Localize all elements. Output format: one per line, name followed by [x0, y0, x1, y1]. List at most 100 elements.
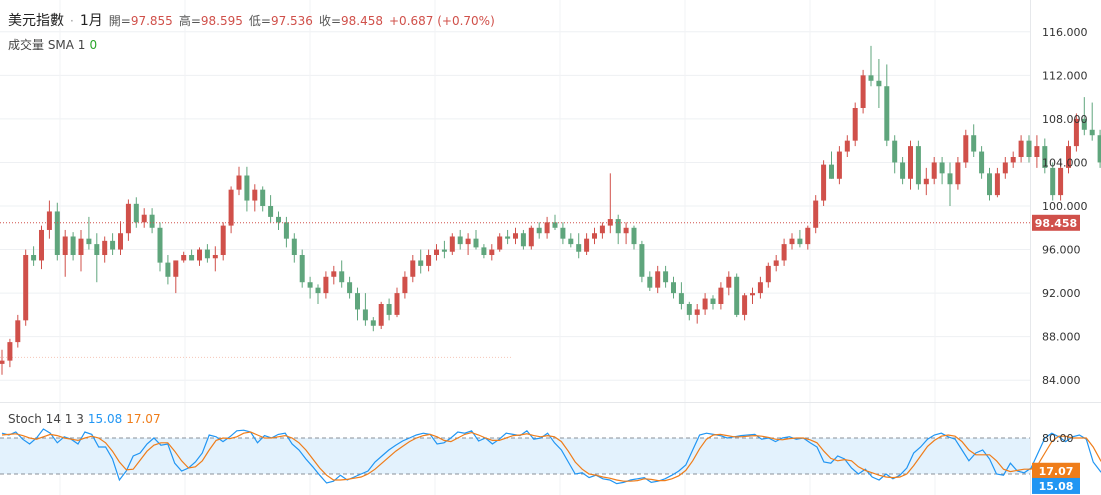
candle-body [220, 225, 226, 255]
candle [110, 233, 116, 255]
candle-body [141, 214, 147, 223]
candle [46, 200, 52, 239]
stoch-d-badge: 17.07 [1032, 462, 1080, 479]
candle-body [133, 203, 139, 223]
candle-body [805, 227, 811, 245]
candle [125, 199, 131, 241]
candle [947, 162, 953, 206]
candle-body [678, 293, 684, 304]
candle [418, 249, 424, 274]
candle [1066, 140, 1071, 174]
candle-body [908, 146, 913, 179]
candle [441, 240, 447, 259]
candle [868, 45, 874, 87]
candle [584, 233, 590, 255]
candle-body [994, 173, 1000, 196]
change-value: +0.687 (+0.70%) [389, 14, 495, 28]
stoch-k-badge-text: 15.08 [1039, 480, 1074, 493]
candle [355, 287, 360, 321]
candle [402, 271, 408, 299]
stoch-legend[interactable]: Stoch 14 1 3 15.08 17.07 [8, 412, 161, 426]
candle [1050, 162, 1056, 201]
candle-body [236, 175, 242, 190]
stoch-legend-label: Stoch 14 1 3 [8, 412, 84, 426]
candle [994, 167, 1000, 198]
candle-body [418, 260, 424, 266]
stoch-axis-tick: 80.00 [1042, 432, 1074, 445]
price-axis: 116.000 112.000 108.000 104.000 100.000 96.00… [1042, 26, 1088, 387]
candle [157, 222, 163, 272]
candle-body [576, 244, 582, 252]
candle-body [1081, 118, 1087, 130]
candle-body [268, 206, 274, 217]
candle [1058, 162, 1064, 201]
price-axis-tick: 104.000 [1042, 156, 1088, 169]
candle [1026, 135, 1032, 163]
candle [528, 225, 534, 250]
candle-body [979, 151, 985, 174]
candle-body [552, 222, 558, 228]
candle-body [718, 287, 724, 304]
candle [671, 276, 676, 299]
candle [742, 293, 748, 321]
close-value: 98.458 [341, 14, 383, 28]
candle-body [702, 298, 708, 310]
candle-body [15, 320, 21, 343]
candle [1018, 135, 1024, 163]
candle-body [1058, 167, 1064, 196]
candle-body [773, 260, 779, 266]
candle-body [710, 298, 716, 304]
candle [678, 282, 684, 310]
candle-body [923, 178, 929, 185]
low-label: 低= [248, 14, 271, 28]
candle-body [1034, 146, 1040, 157]
candle-body [505, 236, 511, 239]
interval-label[interactable]: 1月 [79, 13, 103, 29]
candle-body [607, 219, 613, 226]
candle-body [339, 271, 345, 283]
candle-body [441, 249, 447, 252]
candle [821, 160, 827, 206]
candle-body [347, 282, 353, 294]
candle-body [971, 135, 977, 152]
price-axis-tick: 112.000 [1042, 69, 1088, 82]
candle [244, 166, 250, 212]
candle-body [1073, 118, 1079, 147]
last-price-badge-bg [1032, 214, 1080, 231]
candle-body [46, 211, 52, 230]
candle [228, 186, 234, 234]
candle-body [615, 219, 621, 234]
candle [599, 222, 605, 239]
candle [718, 282, 724, 310]
candle-body [0, 360, 5, 364]
stoch-d-badge-bg [1032, 462, 1080, 479]
candle-body [599, 225, 605, 234]
candle-body [829, 164, 834, 179]
candle [165, 255, 171, 285]
candle-body [204, 249, 210, 259]
candle-body [544, 222, 550, 234]
candle [647, 271, 653, 291]
candle [987, 167, 992, 201]
candle [252, 184, 258, 212]
candle [410, 255, 416, 283]
candle [268, 195, 274, 223]
candle [789, 233, 795, 250]
candle [212, 246, 218, 272]
candle [757, 276, 763, 299]
stoch-k-value: 15.08 [87, 412, 123, 426]
candle-body [663, 271, 669, 283]
candle-body [1089, 129, 1095, 136]
candle [1097, 129, 1101, 168]
candle [544, 216, 550, 239]
candle [623, 222, 629, 245]
candle [971, 124, 977, 157]
symbol-name[interactable]: 美元指數 [8, 13, 64, 29]
candle-body [228, 189, 234, 226]
candle [615, 214, 621, 245]
candle [734, 273, 740, 318]
candle [1042, 138, 1048, 174]
candle [362, 293, 368, 326]
